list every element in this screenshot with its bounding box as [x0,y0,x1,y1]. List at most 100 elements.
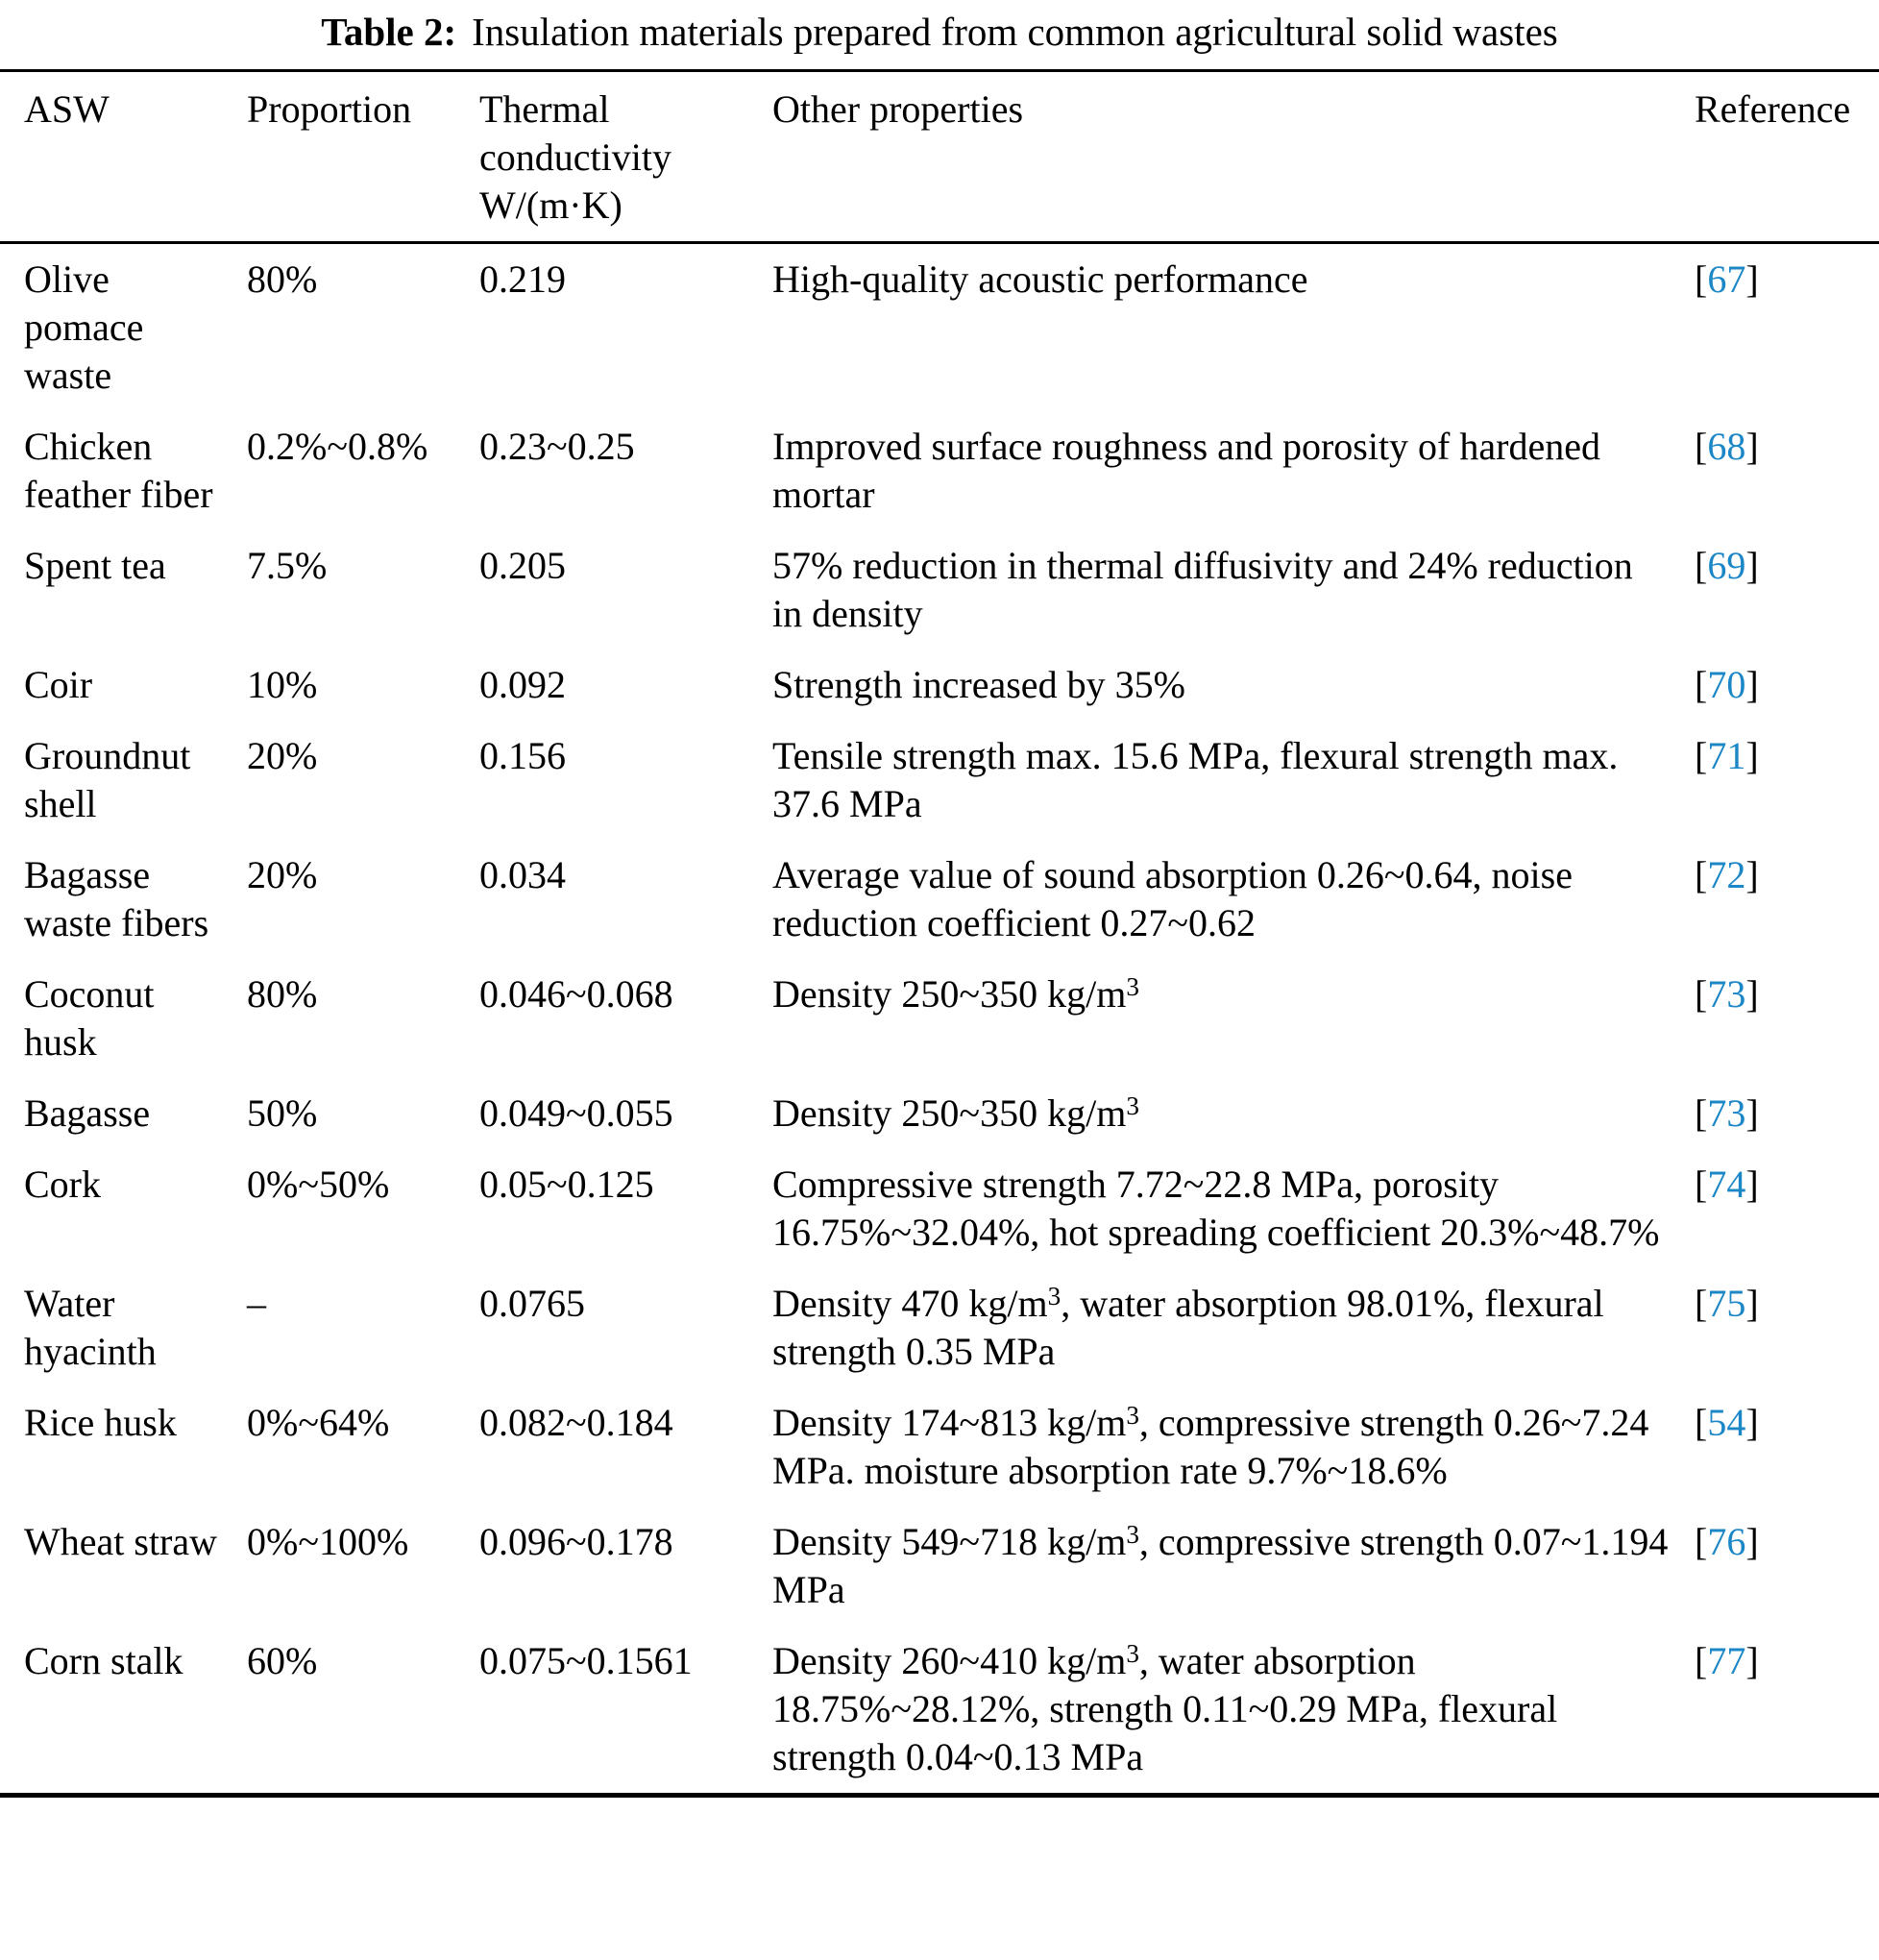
column-header-thermal-conductivity: Thermal conductivity W/(m·K) [455,70,748,244]
cell-reference: [76] [1671,1507,1879,1626]
cell-proportion: 10% [247,663,318,706]
reference-link[interactable]: 67 [1707,257,1746,301]
cell-properties: Density 260~410 kg/m3, water absorption … [772,1638,1558,1778]
cell-asw: Bagasse waste fibers [24,853,209,944]
reference-open-bracket: [ [1695,257,1708,301]
table-row: Coir 10% 0.092 Strength increased by 35%… [0,649,1879,721]
reference-close-bracket: ] [1745,257,1759,301]
reference-open-bracket: [ [1695,734,1708,777]
cell-properties: Tensile strength max. 15.6 MPa, flexural… [772,734,1619,825]
cell-properties: Density 250~350 kg/m3 [772,1090,1139,1135]
reference-link[interactable]: 77 [1707,1639,1746,1682]
cell-conductivity: 0.049~0.055 [479,1091,673,1135]
cell-proportion: 60% [247,1639,318,1682]
cell-conductivity: 0.082~0.184 [479,1401,673,1444]
reference-link[interactable]: 73 [1707,1091,1746,1135]
cell-conductivity: 0.205 [479,544,566,587]
reference-link[interactable]: 54 [1707,1401,1746,1444]
reference-open-bracket: [ [1695,663,1708,706]
cell-reference: [69] [1671,530,1879,649]
reference-open-bracket: [ [1695,853,1708,896]
cell-proportion: 50% [247,1091,318,1135]
cell-asw: Spent tea [24,544,166,587]
table-row: Bagasse 50% 0.049~0.055 Density 250~350 … [0,1078,1879,1149]
reference-close-bracket: ] [1745,1163,1759,1206]
cell-reference: [67] [1671,243,1879,412]
reference-link[interactable]: 74 [1707,1163,1746,1206]
cell-properties: 57% reduction in thermal diffusivity and… [772,544,1633,635]
cell-properties: Strength increased by 35% [772,663,1185,706]
cell-properties: Compressive strength 7.72~22.8 MPa, poro… [772,1163,1660,1254]
cell-conductivity: 0.23~0.25 [479,425,635,468]
cell-proportion: 0%~64% [247,1401,390,1444]
cell-conductivity: 0.05~0.125 [479,1163,654,1206]
table-caption: Table 2: Insulation materials prepared fr… [0,0,1879,69]
cell-reference: [74] [1671,1149,1879,1268]
cell-conductivity: 0.156 [479,734,566,777]
materials-table: ASW Proportion Thermal conductivity W/(m… [0,69,1879,1798]
reference-link[interactable]: 72 [1707,853,1746,896]
reference-link[interactable]: 71 [1707,734,1746,777]
reference-link[interactable]: 69 [1707,544,1746,587]
reference-open-bracket: [ [1695,1163,1708,1206]
cell-proportion: 20% [247,734,318,777]
table-row: Groundnut shell 20% 0.156 Tensile streng… [0,721,1879,840]
cell-asw: Bagasse [24,1091,151,1135]
reference-open-bracket: [ [1695,1282,1708,1325]
table-row: Bagasse waste fibers 20% 0.034 Average v… [0,840,1879,959]
cell-proportion: 20% [247,853,318,896]
reference-link[interactable]: 76 [1707,1520,1746,1563]
cell-conductivity: 0.096~0.178 [479,1520,673,1563]
cell-conductivity: 0.046~0.068 [479,972,673,1016]
cell-conductivity: 0.092 [479,663,566,706]
cell-properties: Density 470 kg/m3, water absorption 98.0… [772,1281,1604,1373]
cell-proportion: 80% [247,257,318,301]
cell-proportion: 0.2%~0.8% [247,425,428,468]
cell-asw: Cork [24,1163,101,1206]
cell-properties: Improved surface roughness and porosity … [772,425,1600,516]
reference-open-bracket: [ [1695,1639,1708,1682]
cell-reference: [54] [1671,1387,1879,1507]
cell-conductivity: 0.034 [479,853,566,896]
reference-close-bracket: ] [1745,1282,1759,1325]
header-row: ASW Proportion Thermal conductivity W/(m… [0,70,1879,244]
cell-properties: Average value of sound absorption 0.26~0… [772,853,1573,944]
table-caption-label: Table 2: [321,10,457,54]
reference-link[interactable]: 73 [1707,972,1746,1016]
cell-proportion: 0%~50% [247,1163,390,1206]
reference-close-bracket: ] [1745,1639,1759,1682]
reference-close-bracket: ] [1745,1401,1759,1444]
cell-asw: Coconut husk [24,972,155,1064]
cell-asw: Olive pomace waste [24,257,144,397]
reference-close-bracket: ] [1745,734,1759,777]
reference-close-bracket: ] [1745,972,1759,1016]
reference-close-bracket: ] [1745,1091,1759,1135]
reference-link[interactable]: 70 [1707,663,1746,706]
cell-reference: [73] [1671,959,1879,1078]
cell-properties: High-quality acoustic performance [772,257,1308,301]
reference-close-bracket: ] [1745,544,1759,587]
table-row: Chicken feather fiber 0.2%~0.8% 0.23~0.2… [0,411,1879,530]
reference-link[interactable]: 75 [1707,1282,1746,1325]
cell-conductivity: 0.219 [479,257,566,301]
cell-reference: [70] [1671,649,1879,721]
table-row: Cork 0%~50% 0.05~0.125 Compressive stren… [0,1149,1879,1268]
reference-close-bracket: ] [1745,853,1759,896]
cell-asw: Wheat straw [24,1520,218,1563]
reference-open-bracket: [ [1695,1401,1708,1444]
cell-asw: Chicken feather fiber [24,425,213,516]
column-header-proportion: Proportion [223,70,455,244]
table-row: Rice husk 0%~64% 0.082~0.184 Density 174… [0,1387,1879,1507]
cell-asw: Groundnut shell [24,734,191,825]
table-body: Olive pomace waste 80% 0.219 High-qualit… [0,243,1879,1796]
table-row: Olive pomace waste 80% 0.219 High-qualit… [0,243,1879,412]
column-header-asw: ASW [0,70,223,244]
cell-conductivity: 0.0765 [479,1282,585,1325]
reference-link[interactable]: 68 [1707,425,1746,468]
cell-asw: Coir [24,663,93,706]
table-row: Water hyacinth – 0.0765 Density 470 kg/m… [0,1268,1879,1387]
cell-reference: [77] [1671,1626,1879,1796]
reference-close-bracket: ] [1745,663,1759,706]
table-row: Wheat straw 0%~100% 0.096~0.178 Density … [0,1507,1879,1626]
table-row: Spent tea 7.5% 0.205 57% reduction in th… [0,530,1879,649]
